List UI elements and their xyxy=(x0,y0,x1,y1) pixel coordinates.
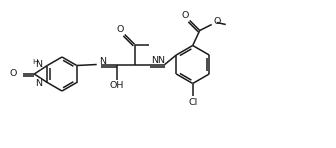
Text: N: N xyxy=(151,56,158,65)
Text: N: N xyxy=(35,79,42,88)
Text: O: O xyxy=(214,17,221,26)
Text: H: H xyxy=(32,59,38,65)
Text: O: O xyxy=(10,69,17,78)
Text: N: N xyxy=(99,57,106,66)
Text: Cl: Cl xyxy=(188,98,197,107)
Text: OH: OH xyxy=(110,81,124,90)
Text: N: N xyxy=(157,56,164,65)
Text: N: N xyxy=(35,60,42,69)
Text: O: O xyxy=(181,11,188,20)
Text: O: O xyxy=(116,25,123,34)
